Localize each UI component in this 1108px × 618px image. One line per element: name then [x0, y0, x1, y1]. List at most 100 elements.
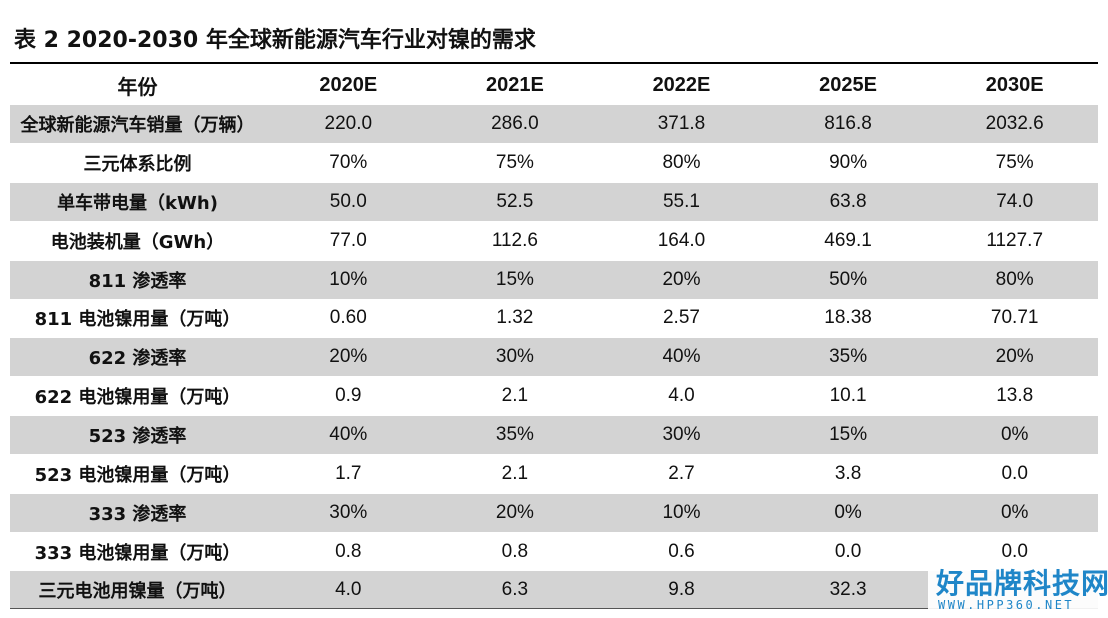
row-label: 333 电池镍用量（万吨）	[34, 542, 241, 564]
table-cell: 75%	[495, 152, 534, 174]
table-cell: 1.32	[496, 307, 534, 329]
table-row: 单车带电量（kWh) 50.0 52.5 55.1 63.8 74.0	[10, 182, 1098, 222]
table-cell: 371.8	[598, 104, 765, 145]
watermark: 好品牌科技网 WWW.HPP360.NET	[928, 560, 1108, 618]
table-row: 523 渗透率 40% 35% 30% 15% 0%	[10, 415, 1098, 455]
table-cell: 35%	[764, 337, 932, 378]
table-cell: 6.3	[431, 570, 599, 611]
table-cell: 40%	[598, 337, 765, 378]
table-cell: 74.0	[931, 182, 1098, 222]
table-cell: 3.8	[834, 462, 862, 484]
table-cell: 32.3	[764, 570, 932, 611]
table-cell: 112.6	[491, 229, 538, 251]
table-cell: 1127.7	[986, 229, 1044, 251]
table-row: 811 渗透率 10% 15% 20% 50% 80%	[10, 259, 1098, 300]
table-cell: 10%	[265, 259, 432, 300]
table-cell: 13.8	[996, 385, 1034, 407]
row-label: 622 电池镍用量（万吨）	[34, 387, 241, 409]
table-header-row: 年份 2020E 2021E 2022E 2025E 2030E	[10, 66, 1098, 105]
header-cell: 年份	[10, 66, 265, 105]
table-title: 表 2 2020-2030 年全球新能源汽车行业对镍的需求	[14, 28, 536, 53]
top-rule	[10, 62, 1098, 64]
table-row: 三元电池用镍量（万吨） 4.0 6.3 9.8 32.3	[10, 570, 1098, 611]
table-cell: 35%	[431, 415, 599, 455]
header-cell: 2030E	[931, 66, 1098, 105]
table-cell: 30%	[431, 337, 599, 378]
row-label: 811 电池镍用量（万吨）	[34, 309, 241, 331]
table-cell: 40%	[265, 415, 432, 455]
table-cell: 816.8	[764, 104, 932, 145]
table-cell: 10.1	[829, 385, 867, 407]
header-cell: 2021E	[431, 66, 599, 105]
table-cell: 2.57	[662, 307, 700, 329]
nickel-demand-table: 年份 2020E 2021E 2022E 2025E 2030E 全球新能源汽车…	[10, 66, 1098, 611]
table-row: 三元体系比例 70% 75% 80% 90% 75%	[10, 144, 1098, 183]
table-cell: 0%	[931, 415, 1098, 455]
table-cell: 0.6	[668, 540, 695, 562]
table-cell: 80%	[662, 152, 701, 174]
row-label: 全球新能源汽车销量（万辆）	[10, 104, 265, 145]
table-row: 电池装机量（GWh） 77.0 112.6 164.0 469.1 1127.7	[10, 221, 1098, 260]
row-label: 电池装机量（GWh）	[50, 231, 225, 253]
table-cell: 15%	[431, 259, 599, 300]
table-cell: 15%	[764, 415, 932, 455]
table-cell: 469.1	[824, 229, 872, 251]
table-row: 622 渗透率 20% 30% 40% 35% 20%	[10, 337, 1098, 378]
table-cell: 20%	[598, 259, 765, 300]
table-cell: 70.71	[990, 307, 1039, 329]
row-label: 523 渗透率	[10, 415, 265, 455]
header-cell: 2020E	[265, 66, 432, 105]
table-row: 全球新能源汽车销量（万辆） 220.0 286.0 371.8 816.8 2032.6	[10, 104, 1098, 145]
table-cell: 9.8	[598, 570, 765, 611]
row-label: 三元体系比例	[83, 154, 192, 176]
bottom-rule	[10, 608, 1098, 609]
watermark-url-text: WWW.HPP360.NET	[938, 598, 1075, 612]
row-label: 622 渗透率	[10, 337, 265, 378]
table-row: 622 电池镍用量（万吨） 0.9 2.1 4.0 10.1 13.8	[10, 377, 1098, 416]
table-cell: 220.0	[265, 104, 432, 145]
table-cell: 0.8	[335, 540, 362, 562]
table-cell: 20%	[931, 337, 1098, 378]
table-cell: 50.0	[265, 182, 432, 222]
table-row: 811 电池镍用量（万吨） 0.60 1.32 2.57 18.38 70.71	[10, 299, 1098, 338]
table-cell: 30%	[265, 492, 432, 533]
table-cell: 1.7	[335, 462, 362, 484]
row-label: 523 电池镍用量（万吨）	[34, 464, 241, 486]
table-cell: 90%	[829, 152, 868, 174]
table-cell: 10%	[598, 492, 765, 533]
table-cell: 2.7	[668, 462, 695, 484]
table-row: 523 电池镍用量（万吨） 1.7 2.1 2.7 3.8 0.0	[10, 454, 1098, 493]
table-cell: 18.38	[824, 307, 872, 329]
table-cell: 20%	[265, 337, 432, 378]
table-cell: 77.0	[329, 229, 367, 251]
table-cell: 52.5	[431, 182, 599, 222]
table-cell: 80%	[931, 259, 1098, 300]
row-label: 333 渗透率	[10, 492, 265, 533]
table-cell: 0%	[764, 492, 932, 533]
table-cell: 70%	[329, 152, 368, 174]
table-cell: 0.0	[834, 540, 862, 562]
row-label: 三元电池用镍量（万吨）	[10, 570, 265, 611]
table-cell: 4.0	[668, 385, 695, 407]
table-cell: 286.0	[431, 104, 599, 145]
table-cell: 63.8	[764, 182, 932, 222]
table-cell: 0.0	[1001, 540, 1028, 562]
table-cell: 0.60	[329, 307, 367, 329]
table-cell: 2032.6	[931, 104, 1098, 145]
table-cell: 0.8	[501, 540, 529, 562]
watermark-main-text: 好品牌科技网	[936, 567, 1108, 600]
table-row: 333 电池镍用量（万吨） 0.8 0.8 0.6 0.0 0.0	[10, 532, 1098, 571]
table-cell: 0.9	[335, 385, 362, 407]
table-cell: 2.1	[501, 462, 529, 484]
table-cell: 0%	[931, 492, 1098, 533]
header-cell: 2022E	[598, 66, 765, 105]
row-label: 811 渗透率	[10, 259, 265, 300]
table-cell: 20%	[431, 492, 599, 533]
row-label: 单车带电量（kWh)	[10, 182, 265, 222]
table-row: 333 渗透率 30% 20% 10% 0% 0%	[10, 492, 1098, 533]
table-cell: 75%	[995, 152, 1034, 174]
table-cell: 55.1	[598, 182, 765, 222]
table-cell: 50%	[764, 259, 932, 300]
table-cell: 4.0	[265, 570, 432, 611]
table-cell: 30%	[598, 415, 765, 455]
